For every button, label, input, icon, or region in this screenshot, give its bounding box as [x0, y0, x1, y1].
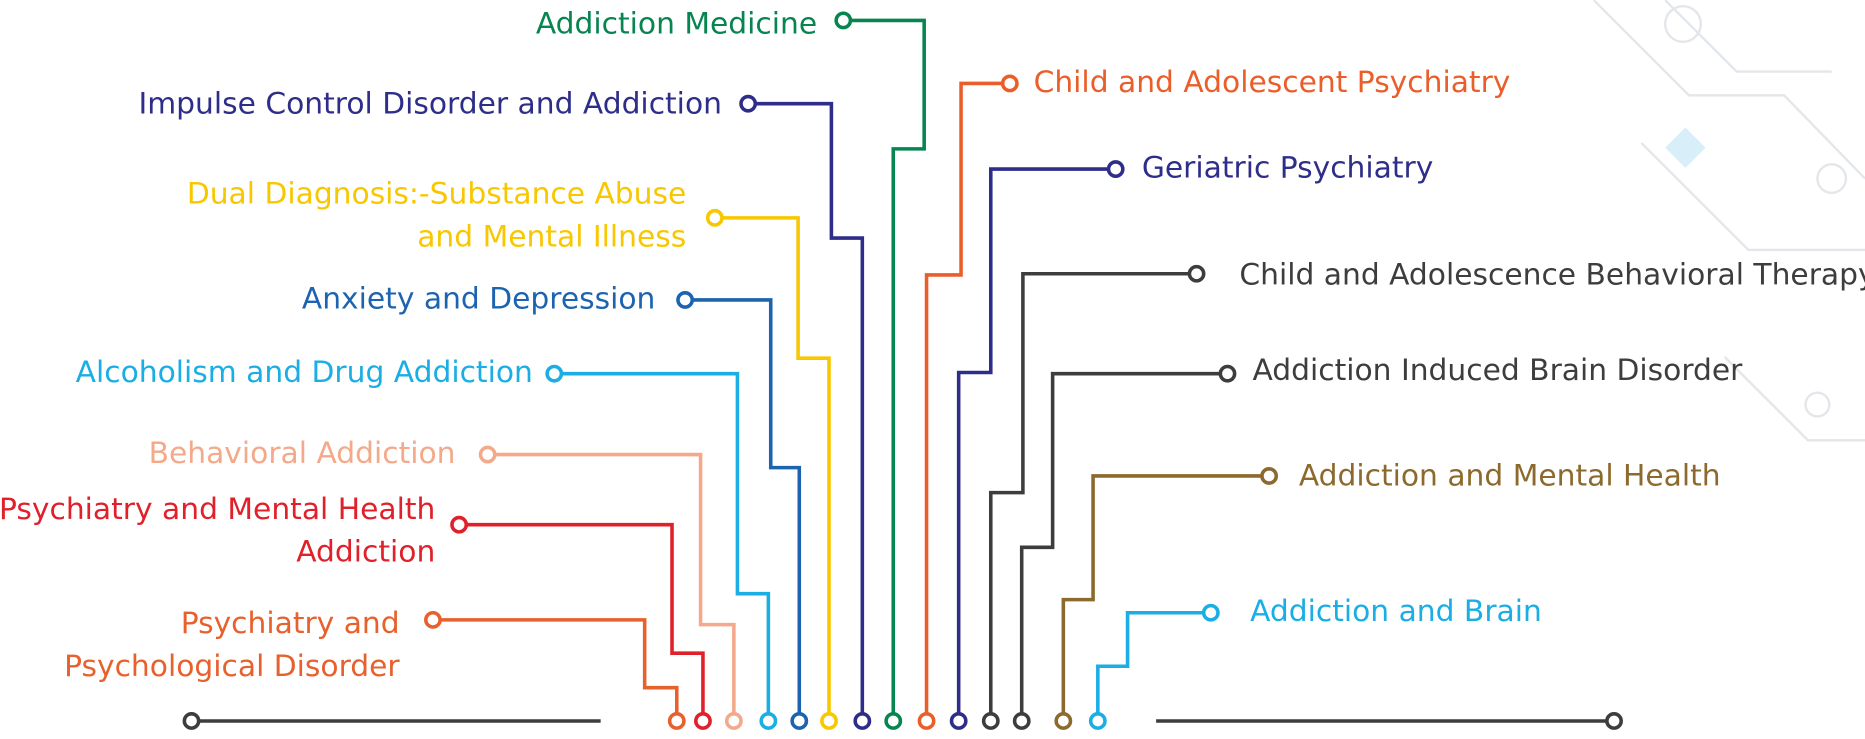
- node-dot: [426, 613, 440, 627]
- node-dot: [741, 97, 755, 111]
- connector: [1098, 613, 1211, 721]
- node-dot: [1003, 76, 1017, 90]
- topic-label: Addiction and Mental Health: [1299, 459, 1721, 494]
- node-dot: [1262, 469, 1276, 483]
- node-dot: [481, 447, 495, 461]
- connector: [843, 20, 924, 721]
- bottom-bar: [184, 714, 1621, 728]
- connector: [1022, 374, 1228, 721]
- connector: [927, 83, 1010, 721]
- node-dot: [919, 714, 933, 728]
- node-dot: [855, 714, 869, 728]
- topic-label: Addiction: [296, 535, 435, 570]
- page: Psychiatry and Psychological Disorder Psyc…: [0, 0, 1865, 739]
- node-dot: [547, 367, 561, 381]
- connector: [459, 525, 703, 721]
- node-dot: [670, 714, 684, 728]
- node-dot: [1091, 714, 1105, 728]
- node-dot: [822, 714, 836, 728]
- node-dot: [1015, 714, 1029, 728]
- topic-label: Addiction Medicine: [536, 7, 817, 42]
- node-dot: [727, 714, 741, 728]
- node-dot: [1189, 267, 1203, 281]
- node-dot: [836, 13, 850, 27]
- topic-label: Impulse Control Disorder and Addiction: [138, 86, 722, 121]
- node-dot: [984, 714, 998, 728]
- topic-label: Dual Diagnosis:-Substance Abuse: [187, 177, 686, 212]
- node-dot: [886, 714, 900, 728]
- topic-label: Addiction and Brain: [1250, 594, 1542, 629]
- topic-label: Psychological Disorder: [64, 649, 400, 684]
- node-dot: [678, 293, 692, 307]
- node-dot: [452, 518, 466, 532]
- connector: [748, 104, 862, 721]
- node-dot: [1220, 367, 1234, 381]
- topic-label: and Mental Illness: [417, 220, 686, 255]
- connector: [433, 620, 677, 721]
- topic-label: Behavioral Addiction: [149, 436, 456, 471]
- diagram: Psychiatry and Psychological Disorder Psyc…: [0, 0, 1865, 739]
- topic-label: Anxiety and Depression: [302, 281, 655, 316]
- topic-label: Addiction Induced Brain Disorder: [1252, 353, 1743, 388]
- node-dot: [696, 714, 710, 728]
- topic-label: Child and Adolescent Psychiatry: [1034, 65, 1511, 100]
- node-dot: [1204, 606, 1218, 620]
- topic-label: Psychiatry and Mental Health: [0, 492, 435, 527]
- node-dot: [1056, 714, 1070, 728]
- node-dot: [761, 714, 775, 728]
- node-dot: [708, 211, 722, 225]
- node-dot: [1109, 162, 1123, 176]
- topic-label: Geriatric Psychiatry: [1142, 151, 1434, 186]
- topic-label: Alcoholism and Drug Addiction: [76, 355, 533, 390]
- connector: [959, 169, 1116, 721]
- topic-label: Psychiatry and: [181, 606, 400, 641]
- topic-label: Child and Adolescence Behavioral Therapy: [1239, 258, 1865, 293]
- connector: [1063, 476, 1269, 721]
- connector: [554, 374, 768, 721]
- connector: [488, 455, 734, 721]
- node-dot: [792, 714, 806, 728]
- node-dot: [952, 714, 966, 728]
